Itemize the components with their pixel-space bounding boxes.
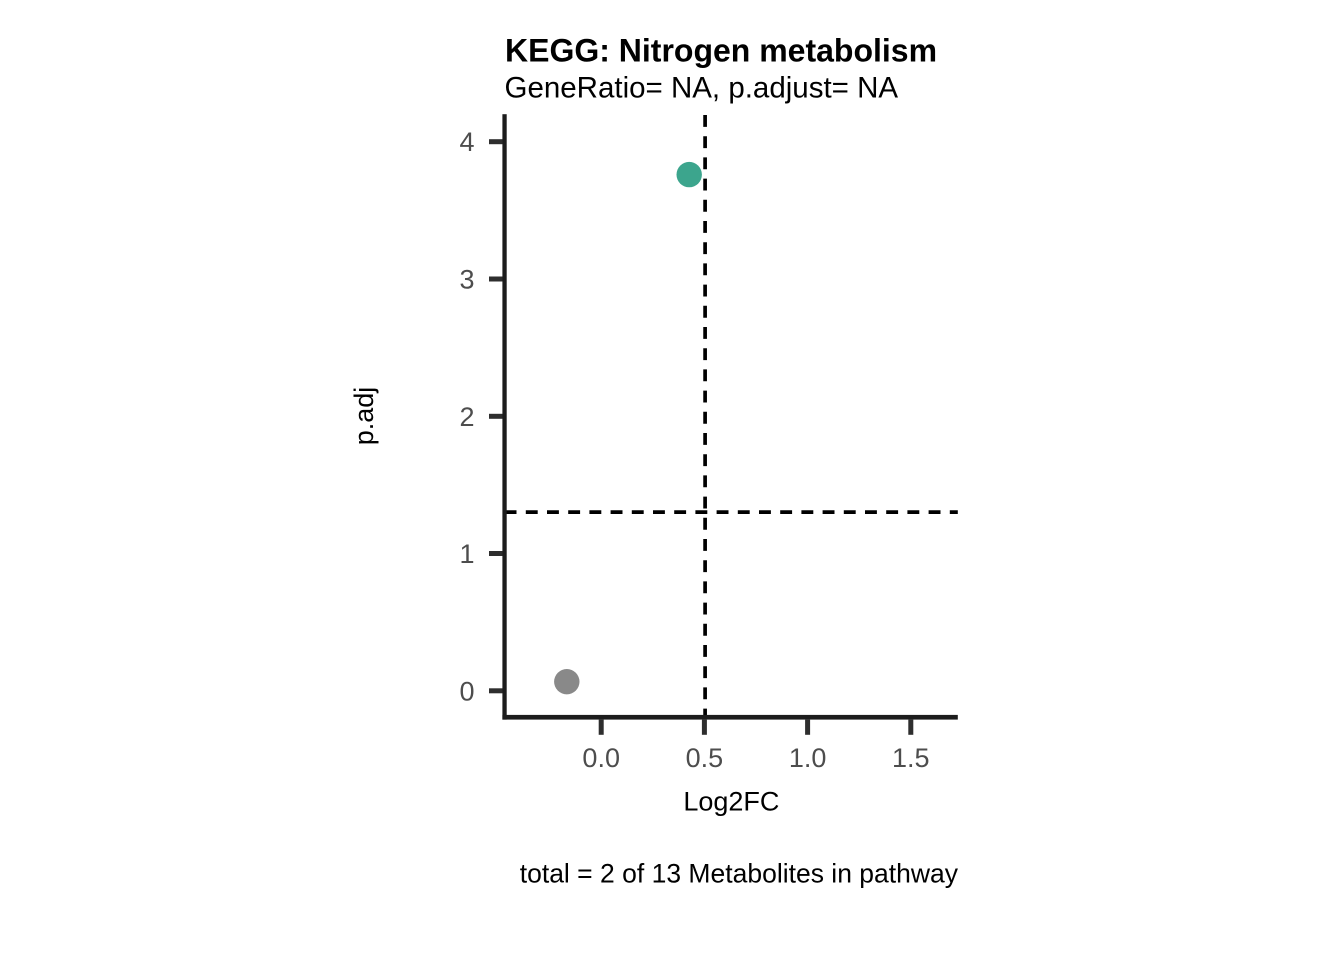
svg-text:1.0: 1.0 <box>789 743 827 773</box>
svg-text:KEGG: Nitrogen metabolism: KEGG: Nitrogen metabolism <box>505 32 937 68</box>
svg-text:0.0: 0.0 <box>582 743 620 773</box>
svg-text:Log2FC: Log2FC <box>683 787 779 817</box>
svg-text:0: 0 <box>459 676 474 706</box>
svg-text:1: 1 <box>459 539 474 569</box>
svg-text:0.5: 0.5 <box>686 743 724 773</box>
svg-text:1.5: 1.5 <box>892 743 930 773</box>
svg-text:2: 2 <box>459 402 474 432</box>
svg-text:GeneRatio= NA, p.adjust= NA: GeneRatio= NA, p.adjust= NA <box>505 72 899 105</box>
svg-text:3: 3 <box>459 265 474 295</box>
svg-text:4: 4 <box>459 127 474 157</box>
svg-text:p.adj: p.adj <box>349 387 379 446</box>
svg-text:total = 2 of 13 Metabolites in: total = 2 of 13 Metabolites in pathway <box>520 859 959 889</box>
